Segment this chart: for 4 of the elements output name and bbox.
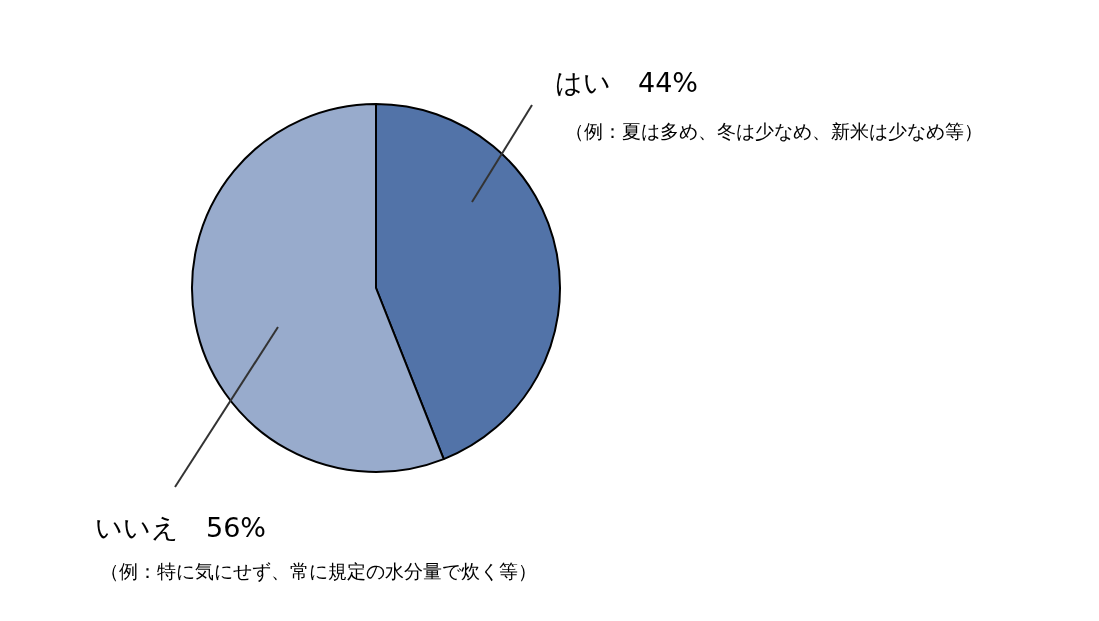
text: （例：夏は多め、冬は少なめ、新米は少なめ等） <box>565 120 983 142</box>
text: （例：特に気にせず、常に規定の水分量で炊く等） <box>100 560 537 582</box>
slice-label: いいえ 56% <box>95 512 267 543</box>
slice-label: はい 44% <box>555 67 699 98</box>
